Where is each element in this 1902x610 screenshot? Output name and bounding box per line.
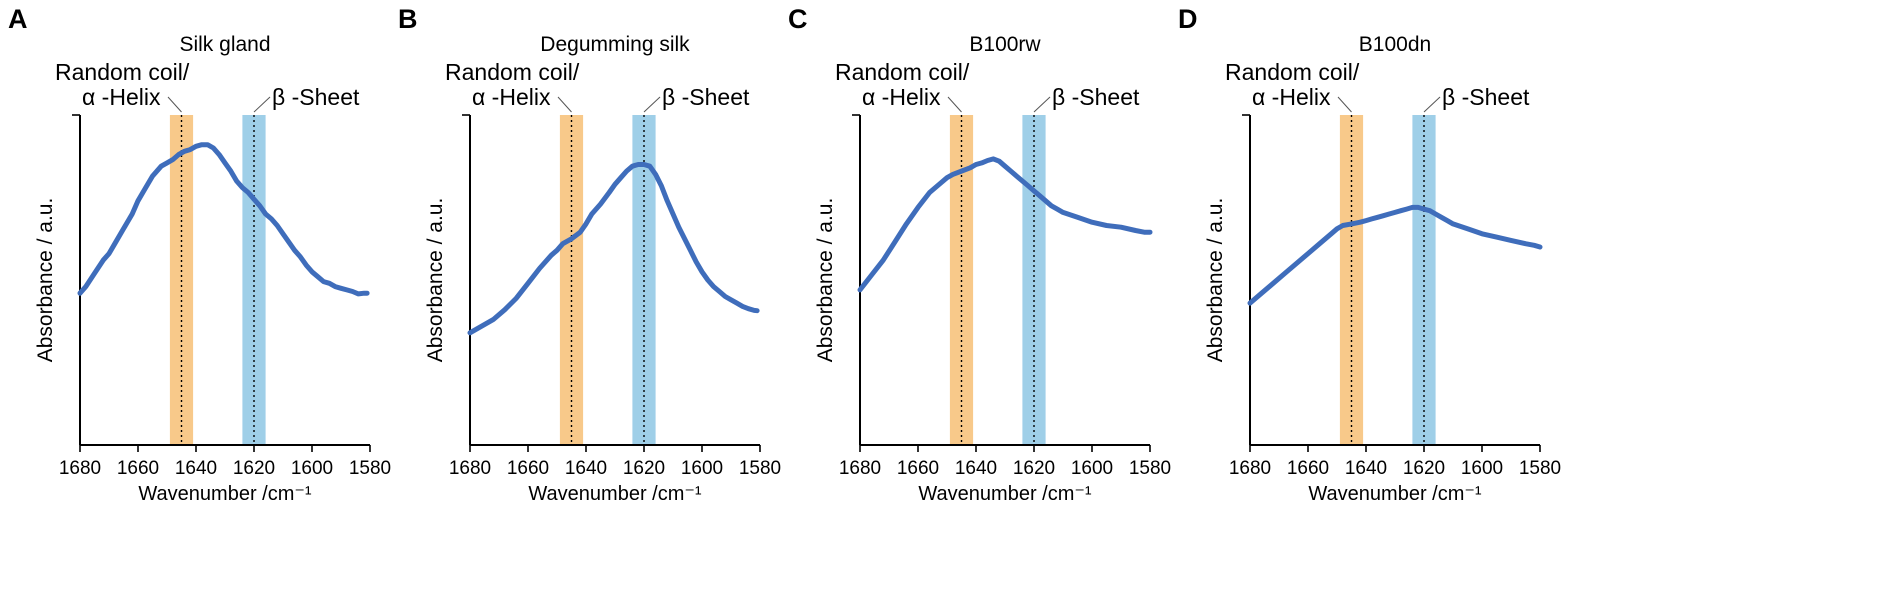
x-tick-label: 1680 <box>839 458 881 479</box>
x-tick-label: 1620 <box>1403 458 1445 479</box>
random-coil-label: Random coil/ <box>835 59 970 85</box>
panel-letter: D <box>1178 4 1198 34</box>
random-coil-leader-line <box>557 96 572 113</box>
random-coil-label: Random coil/ <box>1225 59 1360 85</box>
x-axis-label: Wavenumber /cm⁻¹ <box>918 483 1092 505</box>
panel-letter: C <box>788 4 808 34</box>
x-tick-label: 1600 <box>291 458 333 479</box>
x-tick-label: 1600 <box>1071 458 1113 479</box>
absorbance-series-line <box>857 156 1153 293</box>
random-coil-leader-line <box>167 96 182 113</box>
x-tick-label: 1680 <box>1229 458 1271 479</box>
x-tick-label: 1660 <box>507 458 549 479</box>
y-axis-label: Absorbance / a.u. <box>424 198 447 363</box>
panel-letter: B <box>398 4 418 34</box>
x-tick-label: 1600 <box>681 458 723 479</box>
alpha-helix-label: α -Helix <box>862 84 941 110</box>
beta-sheet-label: β -Sheet <box>1442 84 1530 110</box>
x-tick-label: 1640 <box>175 458 217 479</box>
x-tick-label: 1620 <box>233 458 275 479</box>
y-axis-label: Absorbance / a.u. <box>34 198 57 363</box>
x-tick-label: 1580 <box>349 458 391 479</box>
x-tick-label: 1600 <box>1461 458 1503 479</box>
x-tick-label: 1620 <box>623 458 665 479</box>
x-tick-label: 1640 <box>565 458 607 479</box>
x-tick-label: 1640 <box>955 458 997 479</box>
panel-title: B100dn <box>1359 33 1431 56</box>
absorbance-series-line <box>1247 204 1543 306</box>
beta-sheet-leader-line <box>643 96 661 113</box>
beta-sheet-leader-line <box>1423 96 1441 113</box>
x-tick-label: 1580 <box>739 458 781 479</box>
x-axis-label: Wavenumber /cm⁻¹ <box>528 483 702 505</box>
x-tick-label: 1680 <box>449 458 491 479</box>
panel-a: 1680 1660 1640 1620 1600 1580 A Silk gland Rando… <box>8 4 391 505</box>
x-axis-label: Wavenumber /cm⁻¹ <box>1308 483 1482 505</box>
alpha-helix-label: α -Helix <box>1252 84 1331 110</box>
absorbance-series-line <box>77 142 370 297</box>
x-tick-label: 1680 <box>59 458 101 479</box>
random-coil-label: Random coil/ <box>55 59 190 85</box>
x-tick-label: 1620 <box>1013 458 1055 479</box>
absorbance-series-line <box>467 162 760 336</box>
panel-b: 1680 1660 1640 1620 1600 1580 B Degumming silk R… <box>398 4 781 505</box>
beta-sheet-label: β -Sheet <box>1052 84 1140 110</box>
beta-sheet-leader-line <box>1033 96 1051 113</box>
alpha-helix-label: α -Helix <box>82 84 161 110</box>
panel-title: Degumming silk <box>540 33 690 56</box>
x-tick-label: 1640 <box>1345 458 1387 479</box>
y-axis-label: Absorbance / a.u. <box>1204 198 1227 363</box>
panel-title: B100rw <box>969 33 1041 56</box>
panel-c: 1680 1660 1640 1620 1600 1580 C B100rw Random co… <box>788 4 1171 505</box>
beta-sheet-leader-line <box>253 96 271 113</box>
panel-title: Silk gland <box>179 33 270 56</box>
random-coil-label: Random coil/ <box>445 59 580 85</box>
beta-sheet-label: β -Sheet <box>272 84 360 110</box>
panel-letter: A <box>8 4 28 34</box>
x-tick-label: 1580 <box>1519 458 1561 479</box>
x-axis-label: Wavenumber /cm⁻¹ <box>138 483 312 505</box>
alpha-helix-label: α -Helix <box>472 84 551 110</box>
x-tick-label: 1580 <box>1129 458 1171 479</box>
random-coil-leader-line <box>947 96 962 113</box>
x-tick-label: 1660 <box>1287 458 1329 479</box>
x-tick-label: 1660 <box>897 458 939 479</box>
y-axis-label: Absorbance / a.u. <box>814 198 837 363</box>
beta-sheet-label: β -Sheet <box>662 84 750 110</box>
x-tick-label: 1660 <box>117 458 159 479</box>
panel-d: 1680 1660 1640 1620 1600 1580 D B100dn Random co… <box>1178 4 1561 505</box>
random-coil-leader-line <box>1337 96 1352 113</box>
